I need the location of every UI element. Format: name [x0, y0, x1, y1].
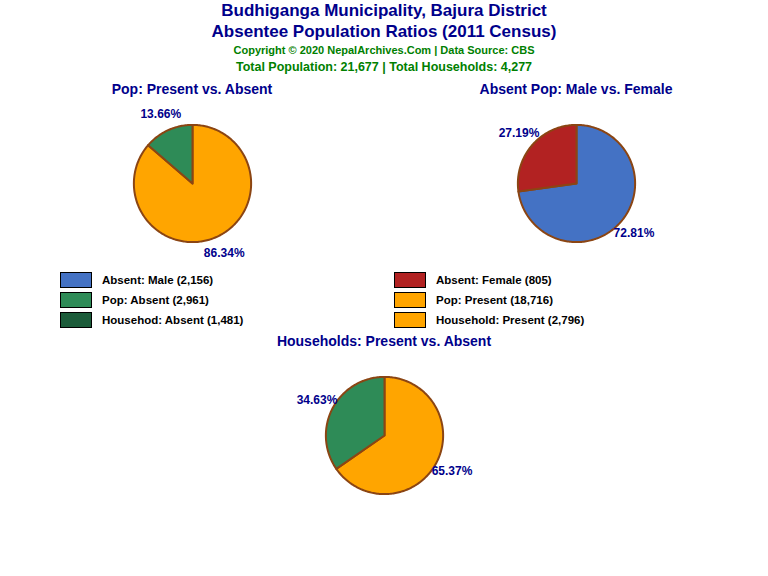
html-text:Households: Present vs. Absent: Households: Present vs. Absent	[276, 333, 492, 349]
html-text:Pop: Present (18,716): Pop: Present (18,716)	[436, 294, 553, 306]
svg-text:27.19%: 27.19%	[499, 126, 540, 140]
html-text:Absentee Population Ratios (20: Absentee Population Ratios (2011 Census)	[211, 22, 557, 41]
html-text:Copyright © 2020 NepalArchives: Copyright © 2020 NepalArchives.Com | Dat…	[233, 44, 535, 56]
html-text:Household: Present (2,796): Household: Present (2,796)	[436, 314, 585, 326]
html-text:Absent: Male (2,156): Absent: Male (2,156)	[102, 274, 214, 286]
svg-text:34.63%: 34.63%	[297, 393, 338, 407]
svg-text:65.37%: 65.37%	[432, 464, 473, 478]
html-text:Househod: Absent (1,481): Househod: Absent (1,481)	[102, 314, 244, 326]
html-text:Pop: Present vs. Absent: Pop: Present vs. Absent	[111, 81, 273, 97]
svg-text:13.66%: 13.66%	[140, 107, 181, 121]
svg-text:72.81%: 72.81%	[614, 226, 655, 240]
html-text:Absent Pop: Male vs. Female: Absent Pop: Male vs. Female	[479, 81, 673, 97]
html-text:Pop: Absent (2,961): Pop: Absent (2,961)	[102, 294, 209, 306]
svg-text:86.34%: 86.34%	[204, 246, 245, 260]
html-text:Total Population: 21,677 | Tot: Total Population: 21,677 | Total Househo…	[235, 60, 533, 74]
html-text:Budhiganga Municipality, Bajur: Budhiganga Municipality, Bajura District	[221, 1, 547, 20]
html-text:Absent: Female (805): Absent: Female (805)	[436, 274, 552, 286]
